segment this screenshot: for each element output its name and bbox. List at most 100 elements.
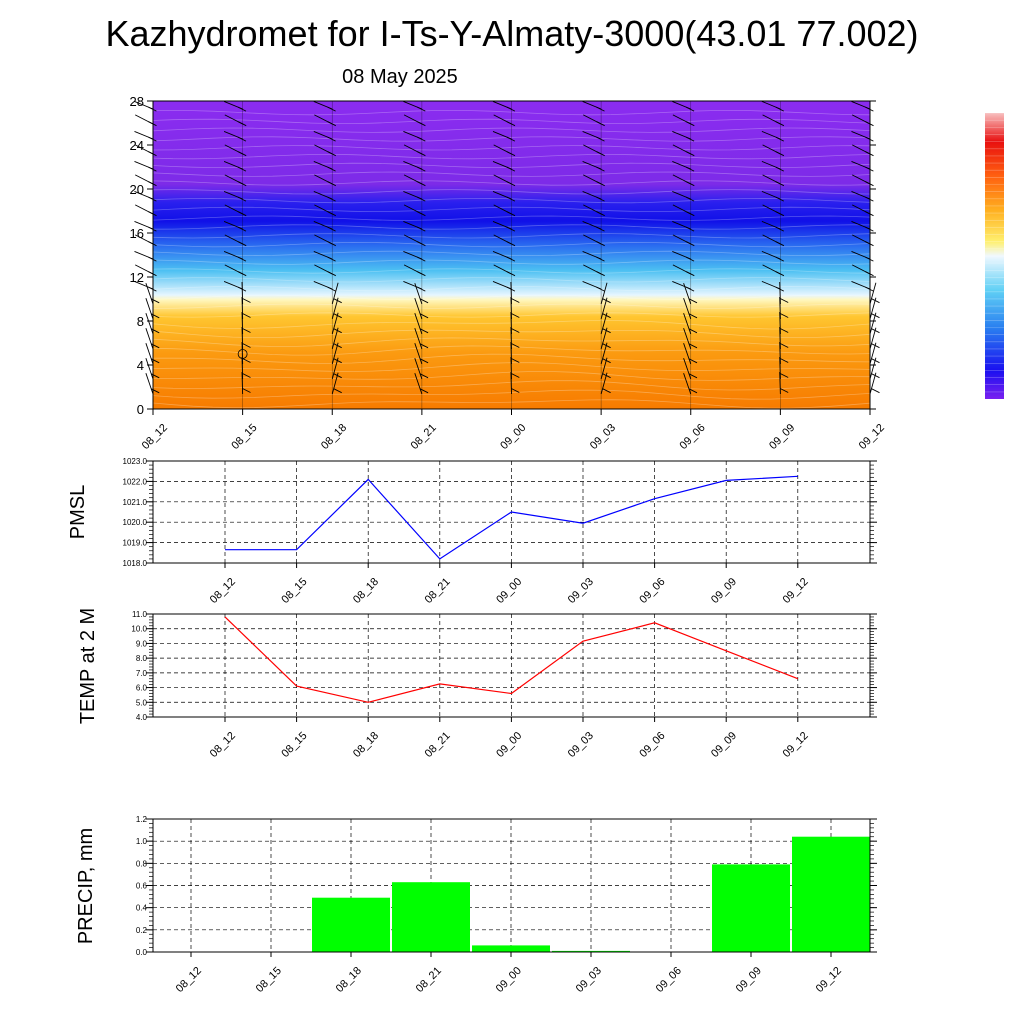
wind-barb xyxy=(331,327,339,350)
wind-barb xyxy=(869,312,877,335)
y-tick-label: 11.0 xyxy=(132,610,148,619)
wind-barb-flag xyxy=(865,166,874,172)
wind-barb-flag xyxy=(417,121,426,127)
wind-barb xyxy=(145,313,154,335)
wind-barb-flag xyxy=(779,358,789,363)
wind-barb xyxy=(600,327,608,350)
x-tick-label: 08_21 xyxy=(423,576,453,606)
wind-barb-flag xyxy=(148,286,157,292)
wind-barb-flag xyxy=(685,256,695,262)
wind-barb xyxy=(145,283,154,305)
x-tick-label: 08_18 xyxy=(351,730,381,760)
x-tick-label: 09_09 xyxy=(767,422,797,452)
y-tick-label: 20 xyxy=(130,182,144,197)
wind-barb-flag xyxy=(148,106,157,112)
wind-barb-flag xyxy=(417,286,426,292)
wind-barb-flag xyxy=(775,271,785,277)
x-tick-label: 09_06 xyxy=(637,576,667,606)
wind-barb-flag xyxy=(775,196,785,202)
wind-barb-flag xyxy=(775,241,785,247)
wind-barb-flag xyxy=(327,286,336,292)
wind-barb-flag xyxy=(779,343,789,348)
x-tick-label: 09_00 xyxy=(494,576,524,606)
wind-barb xyxy=(331,357,339,380)
wind-barb-flag xyxy=(688,388,698,394)
colorbar-gradient xyxy=(985,113,1004,399)
wind-barb-flag xyxy=(242,343,251,348)
wind-barb xyxy=(145,298,154,320)
x-tick-label: 09_06 xyxy=(637,730,667,760)
wind-barb-flag xyxy=(602,388,611,394)
x-tick-label: 09_12 xyxy=(814,965,844,995)
wind-barb-flag xyxy=(148,136,157,142)
isoline xyxy=(152,285,871,292)
wind-barb xyxy=(779,356,781,380)
wind-barb-flag xyxy=(511,343,520,348)
wind-barb-flag xyxy=(506,196,516,202)
pmsl-axis-label: PMSL xyxy=(67,485,89,539)
wind-barb xyxy=(331,282,339,305)
y-tick-label: 4 xyxy=(137,358,144,373)
precip-bar xyxy=(792,836,870,952)
temp-series-line xyxy=(224,616,799,703)
y-tick-label: 28 xyxy=(130,94,144,109)
cross-section-panel: 0 4 8 12 16 20 24 28 08_12 08_15 08_18 08_21 09_00 09… xyxy=(130,94,887,452)
wind-barb xyxy=(869,372,877,395)
precip-axis-label: PRECIP, mm xyxy=(75,828,97,944)
wind-barb xyxy=(869,282,877,305)
wind-barb-flag xyxy=(419,373,429,379)
x-tick-label: 09_00 xyxy=(498,422,528,452)
wind-barb-flag xyxy=(148,166,157,172)
wind-barb xyxy=(683,373,692,395)
wind-barb-flag xyxy=(419,313,429,319)
wind-barb xyxy=(600,342,608,365)
wind-barb-flag xyxy=(237,196,247,202)
wind-barb-flag xyxy=(686,271,695,277)
wind-barb xyxy=(414,328,423,350)
wind-barb-flag xyxy=(506,241,516,247)
wind-barb-flag xyxy=(242,358,251,363)
wind-barb-flag xyxy=(148,256,157,262)
wind-barb-flag xyxy=(596,271,605,277)
wind-barb-flag xyxy=(242,313,251,318)
x-tick-label: 09_03 xyxy=(588,422,618,452)
x-tick-label: 08_12 xyxy=(140,422,170,452)
wind-barb xyxy=(241,371,244,395)
x-tick-label: 09_03 xyxy=(566,576,596,606)
wind-barb-flag xyxy=(506,256,516,262)
wind-barb-flag xyxy=(417,196,426,202)
wind-barb-flag xyxy=(327,106,336,112)
wind-barb xyxy=(683,358,692,380)
wind-barb-flag xyxy=(685,106,695,112)
wind-barb xyxy=(331,297,339,320)
x-tick-label: 09_09 xyxy=(709,576,739,606)
wind-barb xyxy=(779,311,781,335)
wind-barb-flag xyxy=(511,313,520,318)
wind-barb xyxy=(779,371,781,395)
precip-bar xyxy=(712,864,790,952)
wind-barb-flag xyxy=(327,166,336,172)
isoline xyxy=(152,171,871,177)
wind-barb-flag xyxy=(417,136,426,142)
isoline xyxy=(152,118,871,125)
wind-barb-flag xyxy=(327,211,337,217)
precip-bar xyxy=(312,897,390,952)
wind-barb-flag xyxy=(596,286,605,292)
wind-barb-flag xyxy=(775,121,785,127)
wind-barb xyxy=(683,313,692,335)
isoline xyxy=(152,277,871,283)
y-tick-label: 1019.0 xyxy=(123,539,148,548)
wind-barb-flag xyxy=(871,388,880,394)
wind-barb-flag xyxy=(327,196,336,202)
wind-barb-flag xyxy=(775,151,785,157)
wind-barb-flag xyxy=(506,121,516,127)
wind-barb-flag xyxy=(596,211,605,217)
y-tick-label: 8 xyxy=(137,314,144,329)
y-tick-label: 0.0 xyxy=(136,948,148,957)
y-tick-label: 1022.0 xyxy=(123,477,148,486)
y-tick-label: 1023.0 xyxy=(123,457,148,466)
wind-barb xyxy=(683,283,692,305)
x-tick-label: 08_18 xyxy=(319,422,349,452)
x-tick-label: 09_12 xyxy=(781,576,811,606)
